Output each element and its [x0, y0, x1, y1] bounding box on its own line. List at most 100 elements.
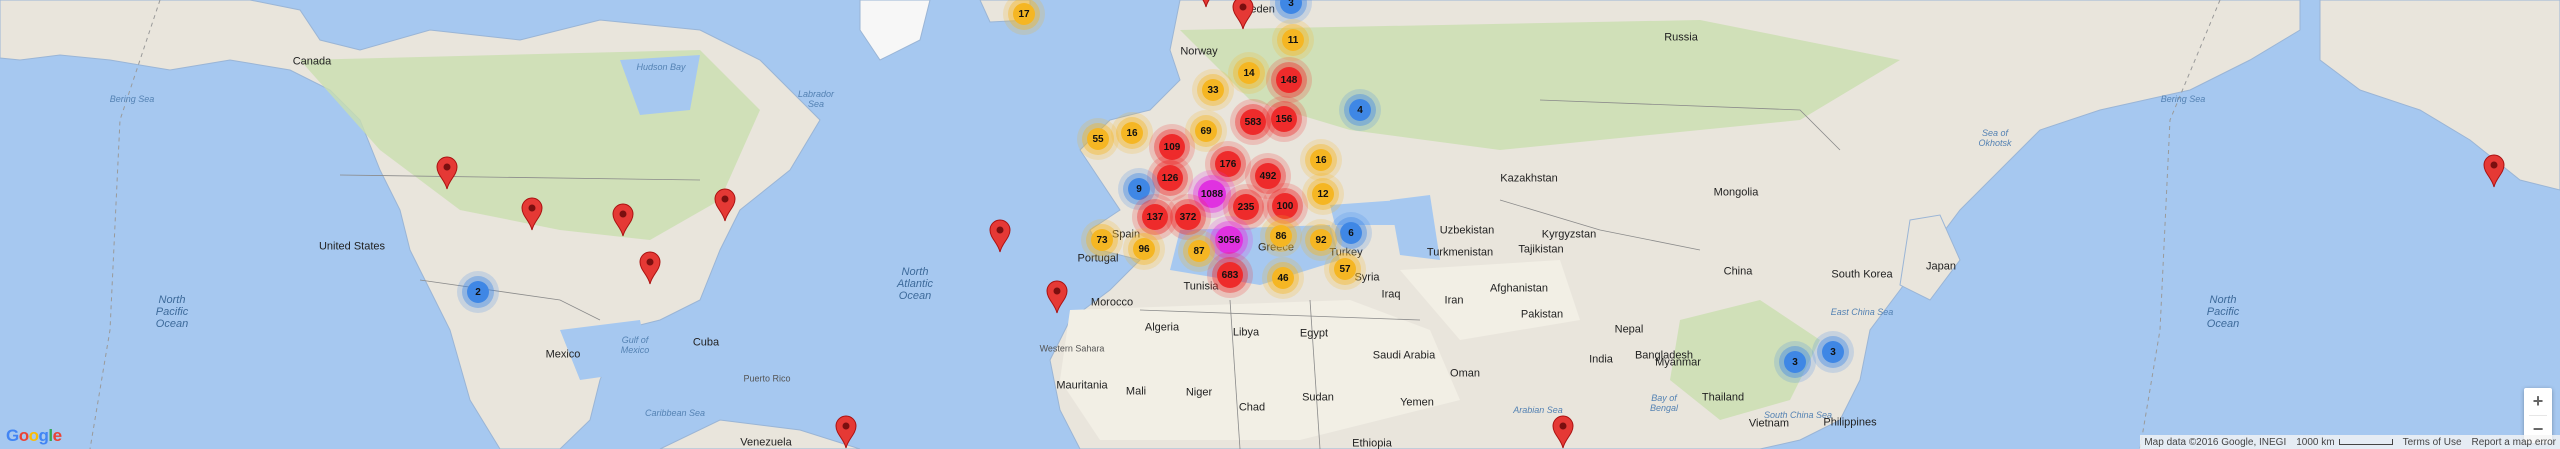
cluster-126-marker[interactable]: 126 [1157, 165, 1183, 191]
logo-letter: g [38, 426, 49, 445]
attribution-bar: Map data ©2016 Google, INEGI 1000 km Ter… [2140, 435, 2560, 449]
cluster-3-a-marker[interactable]: 3 [1784, 351, 1806, 373]
alaska-east [2319, 0, 2560, 191]
cluster-492-marker[interactable]: 492 [1255, 163, 1281, 189]
date-line [89, 0, 2221, 449]
cluster-235-marker[interactable]: 235 [1233, 194, 1259, 220]
label-western-sahara: Western Sahara [1039, 343, 1105, 354]
label-united-states: United States [318, 240, 386, 253]
label-vietnam: Vietnam [1748, 417, 1790, 430]
label-afghanistan: Afghanistan [1489, 282, 1549, 295]
cluster-16-a-marker[interactable]: 16 [1121, 122, 1143, 144]
cluster-4-marker[interactable]: 4 [1349, 99, 1371, 121]
cluster-count: 148 [1280, 74, 1298, 86]
cluster-100-marker[interactable]: 100 [1272, 193, 1298, 219]
pin-indian-ocean-marker-icon[interactable] [1552, 415, 1574, 449]
cluster-96-marker[interactable]: 96 [1133, 238, 1155, 260]
cluster-count: 235 [1237, 201, 1255, 213]
cluster-count: 100 [1276, 200, 1294, 212]
label-cuba: Cuba [692, 336, 720, 349]
cluster-3-b-marker[interactable]: 3 [1822, 341, 1844, 363]
cluster-6-marker[interactable]: 6 [1340, 222, 1362, 244]
japan [1899, 214, 1961, 301]
label-algeria: Algeria [1144, 321, 1180, 334]
cluster-372-marker[interactable]: 372 [1175, 204, 1201, 230]
cluster-count: 87 [1193, 245, 1205, 257]
cluster-137-marker[interactable]: 137 [1142, 204, 1168, 230]
label-mongolia: Mongolia [1713, 186, 1759, 199]
cluster-12-marker[interactable]: 12 [1312, 183, 1334, 205]
cluster-176-marker[interactable]: 176 [1215, 151, 1241, 177]
pin-caribbean-marker-icon[interactable] [835, 415, 857, 449]
cluster-55-marker[interactable]: 55 [1087, 128, 1109, 150]
cluster-9-marker[interactable]: 9 [1128, 178, 1150, 200]
cluster-1088-marker[interactable]: 1088 [1198, 180, 1226, 208]
label-mali: Mali [1125, 385, 1147, 398]
cluster-109-marker[interactable]: 109 [1159, 134, 1185, 160]
cluster-583-marker[interactable]: 583 [1240, 109, 1266, 135]
pin-colorado-marker-icon[interactable] [521, 197, 543, 231]
label-north-pacific-ocean-east: North Pacific Ocean [2206, 294, 2240, 330]
label-bangladesh: Bangladesh [1634, 349, 1694, 362]
pin-sweden-marker-icon[interactable] [1232, 0, 1254, 30]
pin-mid-atlantic-marker-icon[interactable] [989, 219, 1011, 253]
report-error-link[interactable]: Report a map error [2471, 436, 2556, 448]
pin-east-west-coast-marker-icon[interactable] [2483, 154, 2505, 188]
cluster-86-marker[interactable]: 86 [1270, 225, 1292, 247]
cluster-73-marker[interactable]: 73 [1091, 229, 1113, 251]
zoom-out-button[interactable]: − [2532, 419, 2544, 439]
label-gulf-of-mexico: Gulf of Mexico [620, 335, 650, 355]
cluster-count: 6 [1348, 227, 1354, 239]
pin-canary-marker-icon[interactable] [1046, 280, 1068, 314]
cluster-16-b-marker[interactable]: 16 [1310, 149, 1332, 171]
label-labrador-sea: Labrador Sea [797, 89, 835, 109]
label-arabian-sea: Arabian Sea [1513, 405, 1563, 415]
cluster-156-marker[interactable]: 156 [1271, 106, 1297, 132]
label-south-korea: South Korea [1831, 268, 1893, 281]
label-uzbekistan: Uzbekistan [1439, 224, 1495, 237]
label-caribbean-sea: Caribbean Sea [644, 408, 706, 418]
cluster-57-marker[interactable]: 57 [1334, 258, 1356, 280]
scale-control[interactable]: 1000 km [2296, 436, 2393, 448]
pin-arkansas-marker-icon[interactable] [639, 251, 661, 285]
scale-label: 1000 km [2296, 436, 2335, 448]
cluster-count: 372 [1179, 211, 1197, 223]
pin-virginia-marker-icon[interactable] [714, 188, 736, 222]
cluster-33-marker[interactable]: 33 [1202, 79, 1224, 101]
label-sweden: Sweden [1235, 3, 1275, 16]
label-thailand: Thailand [1701, 391, 1745, 404]
cluster-2-marker[interactable]: 2 [467, 281, 489, 303]
zoom-in-button[interactable]: + [2532, 391, 2544, 411]
cluster-683-marker[interactable]: 683 [1217, 262, 1243, 288]
cluster-count: 176 [1219, 158, 1237, 170]
cluster-count: 55 [1092, 133, 1104, 145]
cluster-3056-marker[interactable]: 3056 [1215, 226, 1243, 254]
terms-link[interactable]: Terms of Use [2402, 436, 2462, 448]
label-syria: Syria [1354, 271, 1380, 284]
label-russia: Russia [1664, 31, 1698, 44]
cluster-92-marker[interactable]: 92 [1310, 229, 1332, 251]
cluster-17-marker[interactable]: 17 [1013, 3, 1035, 25]
google-logo[interactable]: Google [6, 426, 62, 446]
label-mauritania: Mauritania [1056, 379, 1108, 392]
cluster-3-top-marker[interactable]: 3 [1280, 0, 1302, 14]
cluster-11-marker[interactable]: 11 [1282, 29, 1304, 51]
south-america-north [659, 419, 861, 449]
pin-missouri-marker-icon[interactable] [612, 203, 634, 237]
pin-norway-top-marker-icon[interactable] [1195, 0, 1217, 8]
cluster-count: 9 [1136, 183, 1142, 195]
pin-west-coast-marker-icon[interactable] [436, 156, 458, 190]
label-tunisia: Tunisia [1183, 280, 1219, 293]
cluster-count: 73 [1096, 234, 1108, 246]
greenland [859, 0, 931, 61]
label-libya: Libya [1232, 326, 1260, 339]
cluster-count: 3056 [1217, 234, 1241, 246]
cluster-87-marker[interactable]: 87 [1188, 240, 1210, 262]
label-japan: Japan [1926, 260, 1956, 273]
cluster-69-marker[interactable]: 69 [1195, 120, 1217, 142]
cluster-46-marker[interactable]: 46 [1272, 267, 1294, 289]
cluster-148-marker[interactable]: 148 [1276, 67, 1302, 93]
cluster-14-marker[interactable]: 14 [1238, 62, 1260, 84]
label-venezuela: Venezuela [740, 436, 792, 449]
